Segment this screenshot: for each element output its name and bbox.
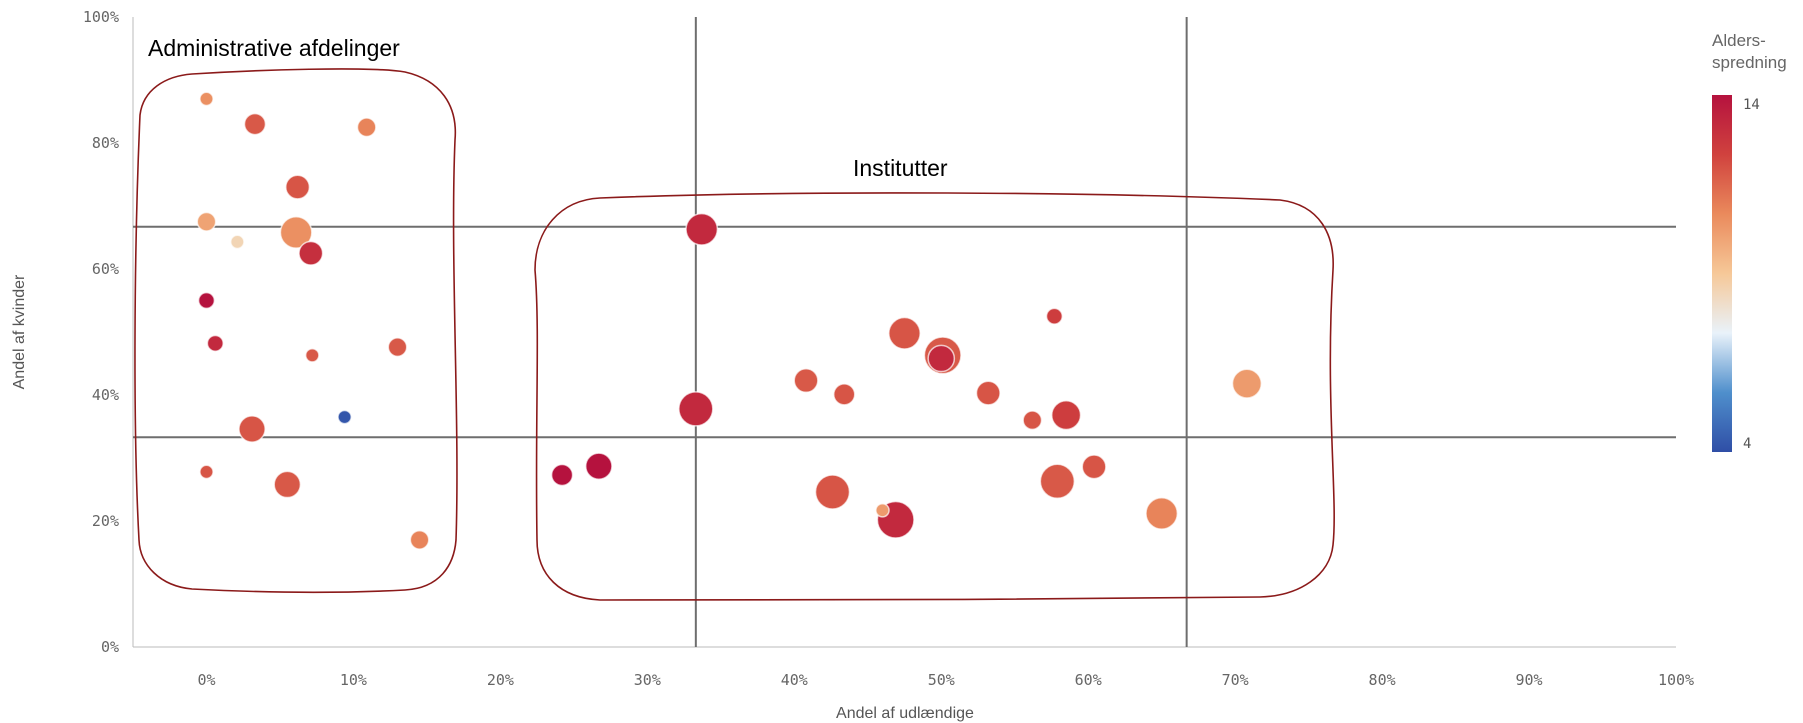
bubble [197,291,216,310]
bubble [243,112,267,136]
legend-color-bar [1712,95,1732,452]
bubble [975,380,1001,406]
bubble [1039,463,1076,500]
admin-group-outline [134,68,458,594]
bubble [832,383,856,406]
legend-min-label: 4 [1743,436,1751,452]
bubble [229,234,245,250]
y-axis-title: Andel af kvinder [11,274,28,389]
x-tick-label: 60% [1075,671,1102,689]
x-tick-label: 0% [197,671,215,689]
y-tick-label: 80% [92,134,119,152]
institutter-group-outline [534,192,1335,601]
y-tick-label: 40% [92,386,119,404]
x-tick-label: 70% [1222,671,1249,689]
bubble [196,211,217,232]
bubble [793,367,819,394]
bubble [875,502,890,518]
bubble [356,117,377,138]
x-axis-title: Andel af udlændige [836,705,974,722]
x-tick-label: 40% [781,671,808,689]
bubble [273,470,302,499]
y-tick-label: 60% [92,260,119,278]
bubble [1022,410,1043,431]
bubble [279,216,313,249]
x-tick-label: 30% [634,671,661,689]
bubble [337,409,352,425]
bubble [1045,307,1064,325]
bubble [1081,454,1107,480]
bubble [199,464,214,480]
bubble [584,452,613,481]
bubble [1231,368,1263,399]
bubble [387,337,408,358]
x-tick-label: 100% [1658,671,1694,689]
legend-title-line-1: Alders- [1712,31,1766,50]
bubble [285,174,311,200]
bubble [1145,496,1179,530]
institutter-group-label: Institutter [853,155,948,181]
y-tick-label: 20% [92,512,119,530]
x-tick-label: 90% [1516,671,1543,689]
x-tick-label: 10% [340,671,367,689]
y-tick-label: 0% [101,638,119,656]
bubble [1050,400,1082,431]
bubble [298,240,324,266]
bubble [685,212,719,246]
bubble [814,474,851,510]
reference-lines [133,17,1676,647]
y-tick-labels: 0% 20% 40% 60% 80% 100% [83,8,119,656]
bubble [199,91,214,107]
color-legend: Alders- spredning 14 4 [1712,31,1787,452]
bubble [304,347,320,363]
bubble [550,463,574,487]
bubble [206,334,224,352]
bubble [678,391,714,427]
x-tick-label: 50% [928,671,955,689]
x-tick-label: 80% [1369,671,1396,689]
bubbles [196,91,1263,550]
bubble [409,529,430,550]
legend-max-label: 14 [1743,97,1760,113]
legend-title-line-2: spredning [1712,53,1787,72]
admin-group-label: Administrative afdelinger [148,35,400,61]
y-tick-label: 100% [83,8,119,26]
x-tick-label: 20% [487,671,514,689]
bubble [927,344,956,373]
x-tick-labels: 0% 10% 20% 30% 40% 50% 60% 70% 80% 90% 100% [197,671,1694,689]
bubble [238,415,266,443]
bubble [888,316,921,350]
